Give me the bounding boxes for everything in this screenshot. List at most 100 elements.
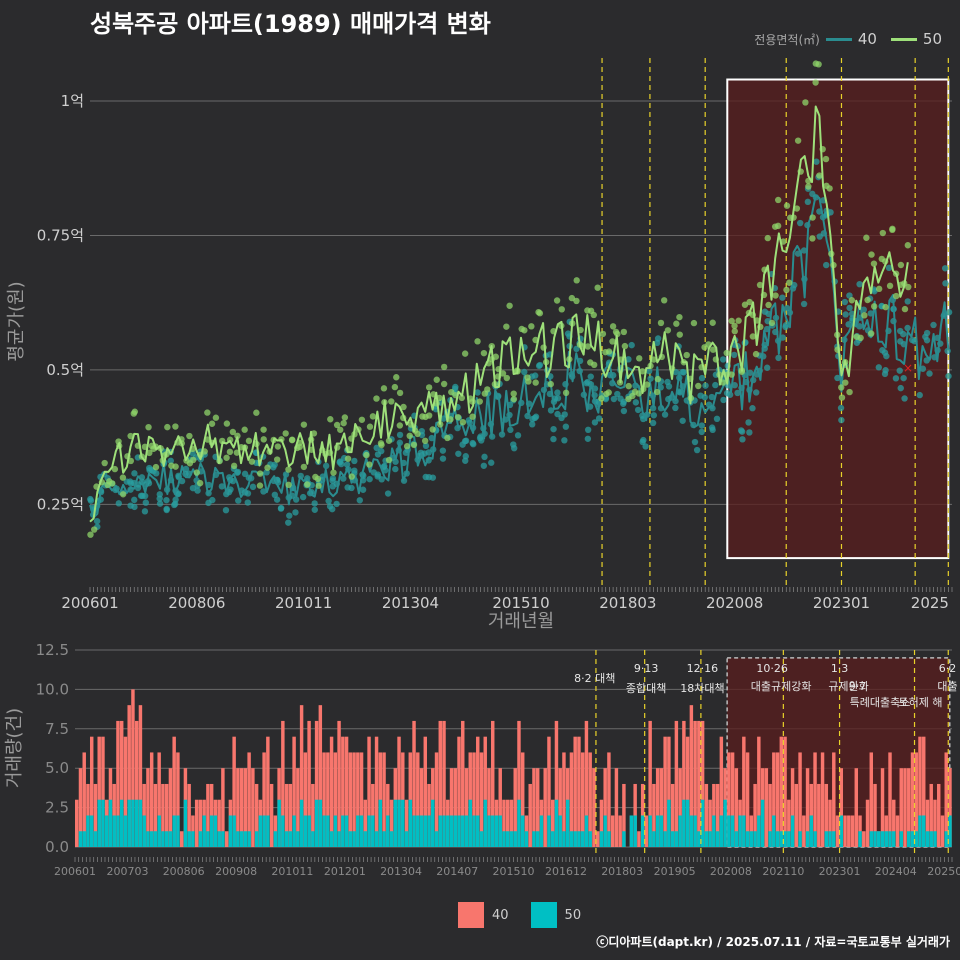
volume-bar-50: [948, 815, 952, 847]
volume-bar-40: [862, 831, 866, 847]
policy-annotation: 토허제 해: [899, 695, 943, 709]
volume-bar-40: [97, 736, 101, 847]
price-point-40: [926, 370, 933, 377]
volume-bar-50: [209, 815, 214, 847]
volume-bar-40: [127, 705, 131, 847]
price-point-40: [749, 405, 756, 412]
volume-bar-40: [704, 783, 709, 847]
price-point-50: [815, 61, 822, 68]
price-point-50: [385, 437, 393, 444]
price-point-40: [396, 431, 404, 439]
volume-bar-50: [412, 815, 416, 847]
price-point-50: [793, 205, 801, 212]
price-point-40: [838, 416, 845, 424]
volume-bar-50: [599, 831, 604, 847]
volume-bar-50: [202, 815, 206, 847]
volume-bar-50: [292, 815, 296, 847]
volume-bar-50: [839, 815, 844, 847]
price-point-40: [896, 367, 903, 374]
volume-bar-40: [487, 768, 491, 847]
volume-bar-50: [393, 799, 398, 847]
price-point-40: [672, 397, 679, 405]
volume-bar-40: [610, 815, 615, 847]
price-point-40: [691, 438, 699, 446]
price-point-40: [529, 421, 536, 428]
volume-bar-40: [577, 736, 581, 847]
price-point-50: [109, 480, 116, 487]
price-point-50: [838, 384, 845, 391]
volume-bar-40: [344, 736, 349, 847]
volume-bar-50: [498, 815, 502, 847]
price-point-50: [315, 482, 322, 489]
volume-bar-40: [663, 736, 667, 847]
price-point-50: [341, 414, 349, 421]
volume-bar-40: [607, 752, 611, 847]
volume-bar-40: [221, 768, 225, 847]
price-point-50: [253, 409, 260, 416]
price-point-50: [369, 413, 377, 420]
price-point-50: [870, 260, 878, 267]
price-point-40: [634, 406, 642, 414]
volume-bar-40: [236, 768, 240, 847]
volume-bar-40: [266, 736, 270, 847]
volume-bar-40: [547, 736, 551, 847]
volume-bar-50: [262, 815, 266, 847]
price-point-50: [532, 379, 539, 386]
price-point-50: [709, 346, 717, 353]
volume-bar-40: [708, 799, 712, 847]
volume-bar-40: [442, 720, 446, 847]
price-point-40: [614, 390, 621, 398]
price-point-50: [396, 422, 404, 429]
price-point-50: [599, 330, 607, 338]
volume-bar-40: [865, 799, 870, 847]
price-point-40: [916, 391, 923, 399]
policy-annotation: 9·13: [634, 662, 659, 675]
price-point-40: [800, 247, 808, 254]
volume-bar-50: [93, 831, 98, 847]
price-point-50: [901, 305, 909, 313]
price-point-40: [665, 383, 673, 390]
volume-bar-50: [742, 815, 746, 847]
price-point-40: [481, 453, 488, 461]
bottom-x-tick-label: 202506: [927, 865, 960, 878]
bottom-x-tick-label: 200908: [215, 865, 257, 878]
price-point-40: [366, 475, 373, 483]
top-x-tick-label: 201510: [492, 594, 549, 612]
chart-title: 성북주공 아파트(1989) 매매가격 변화: [90, 10, 491, 38]
price-point-40: [745, 419, 752, 426]
price-point-50: [809, 214, 816, 221]
volume-bar-50: [832, 831, 836, 847]
price-point-40: [734, 389, 741, 397]
price-point-40: [292, 496, 300, 503]
bottom-x-tick-label: 201304: [380, 865, 422, 878]
price-point-40: [642, 443, 649, 450]
volume-bar-40: [584, 720, 589, 847]
volume-bar-50: [622, 831, 626, 847]
volume-bar-40: [119, 720, 124, 847]
volume-bar-50: [652, 831, 656, 847]
volume-bar-40: [790, 768, 795, 847]
bottom-y-axis-title: 거래량(건): [4, 708, 25, 788]
price-point-40: [649, 405, 657, 412]
price-point-40: [141, 508, 149, 515]
volume-bar-40: [787, 799, 791, 847]
volume-bar-40: [779, 736, 784, 847]
volume-bar-40: [123, 736, 128, 847]
volume-bar-40: [929, 783, 933, 847]
price-point-40: [892, 375, 900, 382]
price-point-40: [439, 447, 447, 454]
volume-bar-40: [397, 736, 401, 847]
volume-bar-40: [892, 799, 896, 847]
price-point-50: [728, 371, 735, 378]
price-point-50: [620, 328, 628, 336]
volume-bar-40: [322, 752, 326, 847]
volume-bar-50: [296, 831, 300, 847]
price-point-50: [492, 353, 500, 360]
price-point-50: [741, 301, 749, 308]
price-point-50: [842, 379, 849, 386]
top-x-axis-title: 거래년월: [488, 611, 554, 632]
volume-bar-50: [558, 815, 562, 847]
price-point-50: [327, 416, 334, 423]
legend-bar-label-50: 50: [564, 907, 582, 923]
volume-bar-50: [123, 815, 128, 847]
